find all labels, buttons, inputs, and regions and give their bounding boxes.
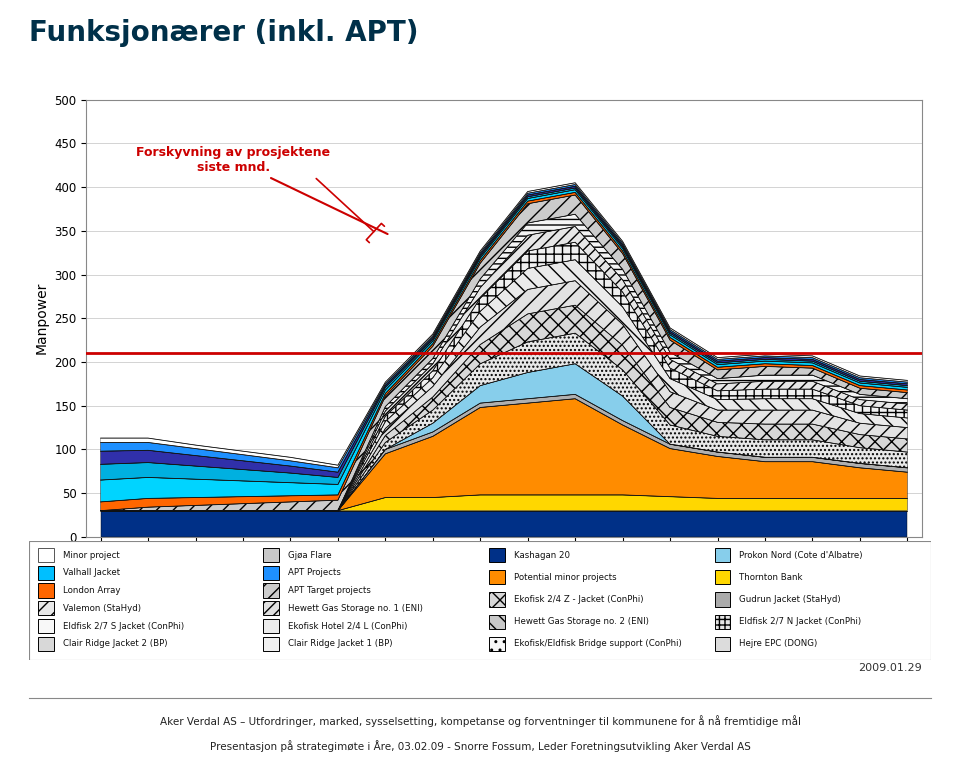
FancyBboxPatch shape — [714, 548, 731, 562]
FancyBboxPatch shape — [37, 601, 54, 615]
Text: Gjøa Flare: Gjøa Flare — [288, 551, 332, 559]
FancyBboxPatch shape — [37, 619, 54, 634]
Text: Eldfisk 2/7 N Jacket (ConPhi): Eldfisk 2/7 N Jacket (ConPhi) — [739, 617, 861, 626]
Text: Ekofisk 2/4 Z - Jacket (ConPhi): Ekofisk 2/4 Z - Jacket (ConPhi) — [514, 595, 643, 604]
FancyBboxPatch shape — [714, 592, 731, 607]
Text: Valhall Jacket: Valhall Jacket — [62, 568, 120, 578]
Text: Potential minor projects: Potential minor projects — [514, 573, 616, 581]
Text: Prokon Nord (Cote d'Albatre): Prokon Nord (Cote d'Albatre) — [739, 551, 863, 559]
FancyBboxPatch shape — [37, 565, 54, 580]
FancyBboxPatch shape — [263, 637, 279, 651]
Text: Minor project: Minor project — [62, 551, 119, 559]
Text: Kashagan 20: Kashagan 20 — [514, 551, 570, 559]
FancyBboxPatch shape — [489, 548, 505, 562]
FancyBboxPatch shape — [263, 548, 279, 562]
Text: Ekofisk Hotel 2/4 L (ConPhi): Ekofisk Hotel 2/4 L (ConPhi) — [288, 621, 408, 630]
FancyBboxPatch shape — [263, 619, 279, 634]
FancyBboxPatch shape — [263, 565, 279, 580]
Text: Hewett Gas Storage no. 2 (ENI): Hewett Gas Storage no. 2 (ENI) — [514, 617, 649, 626]
Text: Valemon (StaHyd): Valemon (StaHyd) — [62, 604, 140, 613]
Text: Hewett Gas Storage no. 1 (ENI): Hewett Gas Storage no. 1 (ENI) — [288, 604, 423, 613]
Text: Clair Ridge Jacket 2 (BP): Clair Ridge Jacket 2 (BP) — [62, 640, 167, 648]
FancyBboxPatch shape — [489, 570, 505, 584]
FancyBboxPatch shape — [714, 570, 731, 584]
FancyBboxPatch shape — [37, 637, 54, 651]
FancyBboxPatch shape — [263, 601, 279, 615]
Y-axis label: Manpower: Manpower — [35, 282, 49, 354]
Text: Gudrun Jacket (StaHyd): Gudrun Jacket (StaHyd) — [739, 595, 841, 604]
FancyBboxPatch shape — [714, 614, 731, 629]
Text: Hejre EPC (DONG): Hejre EPC (DONG) — [739, 640, 818, 648]
Text: Presentasjon på strategimøte i Åre, 03.02.09 - Snorre Fossum, Leder Foretningsut: Presentasjon på strategimøte i Åre, 03.0… — [209, 740, 751, 752]
FancyBboxPatch shape — [29, 541, 931, 660]
Text: Funksjonærer (inkl. APT): Funksjonærer (inkl. APT) — [29, 19, 419, 48]
Text: Aker Verdal AS – Utfordringer, marked, sysselsetting, kompetanse og forventninge: Aker Verdal AS – Utfordringer, marked, s… — [159, 715, 801, 727]
FancyBboxPatch shape — [489, 637, 505, 651]
FancyBboxPatch shape — [37, 548, 54, 562]
Text: London Array: London Array — [62, 586, 120, 595]
Text: 2009.01.29: 2009.01.29 — [858, 663, 922, 673]
FancyBboxPatch shape — [37, 584, 54, 597]
Text: Thornton Bank: Thornton Bank — [739, 573, 803, 581]
FancyBboxPatch shape — [714, 637, 731, 651]
FancyBboxPatch shape — [263, 584, 279, 597]
Text: APT Projects: APT Projects — [288, 568, 341, 578]
Text: APT Target projects: APT Target projects — [288, 586, 372, 595]
Text: Ekofisk/Eldfisk Bridge support (ConPhi): Ekofisk/Eldfisk Bridge support (ConPhi) — [514, 640, 682, 648]
FancyBboxPatch shape — [489, 614, 505, 629]
FancyBboxPatch shape — [489, 592, 505, 607]
Text: Forskyvning av prosjektene
siste mnd.: Forskyvning av prosjektene siste mnd. — [136, 146, 388, 234]
Text: Clair Ridge Jacket 1 (BP): Clair Ridge Jacket 1 (BP) — [288, 640, 393, 648]
Text: Eldfisk 2/7 S Jacket (ConPhi): Eldfisk 2/7 S Jacket (ConPhi) — [62, 621, 183, 630]
